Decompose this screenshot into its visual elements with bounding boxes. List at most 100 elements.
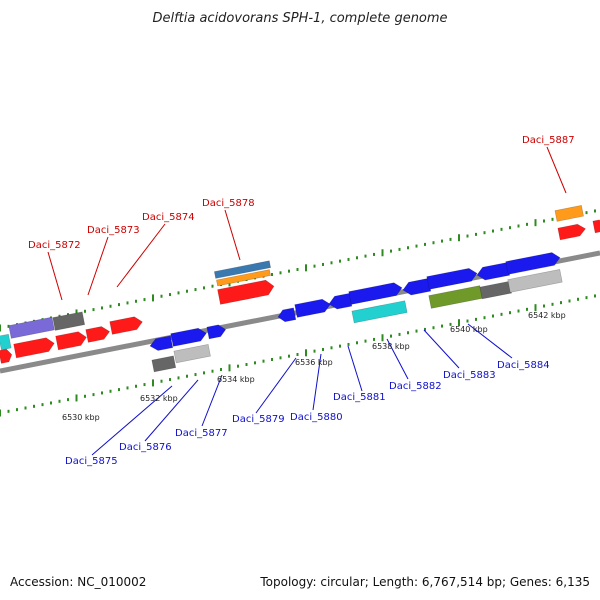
gene-blue-d[interactable] <box>277 307 297 323</box>
gene-red-h[interactable] <box>592 219 600 234</box>
bottom-row-tick <box>41 403 44 407</box>
leader-line-9 <box>312 353 322 411</box>
scale-label-6536: 6536 kbp <box>295 358 333 367</box>
bottom-row-tick <box>424 327 426 331</box>
bottom-row-tick <box>415 329 418 333</box>
gene-blue-g[interactable] <box>348 281 404 305</box>
top-row-tick <box>143 298 146 302</box>
bottom-row-tick <box>84 394 86 398</box>
gene-label-daci-5887[interactable]: Daci_5887 <box>522 135 575 146</box>
gene-orange-2[interactable] <box>554 205 584 222</box>
top-row-tick <box>551 217 554 221</box>
gene-label-daci-5879[interactable]: Daci_5879 <box>232 414 285 425</box>
gene-dark-gray-2[interactable] <box>151 355 177 373</box>
gene-label-daci-5878[interactable]: Daci_5878 <box>202 198 255 209</box>
bottom-row-tick <box>313 349 316 353</box>
gene-blue-k[interactable] <box>505 251 561 275</box>
top-row-tick <box>398 247 401 251</box>
gene-blue-c[interactable] <box>206 324 227 340</box>
bottom-row-tick <box>373 337 375 341</box>
bottom-row-tick <box>169 378 171 382</box>
gene-label-daci-5874[interactable]: Daci_5874 <box>142 212 195 223</box>
gene-label-daci-5872[interactable]: Daci_5872 <box>28 240 81 251</box>
gene-blue-f[interactable] <box>328 293 353 310</box>
bottom-row-tick <box>594 294 596 298</box>
top-row-tick <box>441 239 443 243</box>
gene-red-g[interactable] <box>557 223 587 241</box>
leader-line-8 <box>255 357 297 414</box>
top-row-tick <box>424 242 426 246</box>
gene-label-daci-5883[interactable]: Daci_5883 <box>443 370 496 381</box>
gene-label-daci-5876[interactable]: Daci_5876 <box>119 442 172 453</box>
gene-label-daci-5877[interactable]: Daci_5877 <box>175 428 228 439</box>
scale-label-6542: 6542 kbp <box>528 311 566 320</box>
gene-cyan-left[interactable] <box>0 333 12 351</box>
top-row-tick <box>177 291 180 295</box>
top-row-tick <box>373 252 375 256</box>
bottom-row-tick <box>543 304 545 308</box>
gene-blue-j[interactable] <box>476 262 511 281</box>
top-row-tick <box>517 224 520 228</box>
bottom-row-tick <box>347 342 350 346</box>
top-row-tick <box>458 234 460 242</box>
gene-red-d[interactable] <box>85 325 111 343</box>
gene-orange-1[interactable] <box>216 269 271 287</box>
bottom-row-tick <box>177 376 180 380</box>
gene-steel[interactable] <box>213 260 271 279</box>
gene-label-daci-5884[interactable]: Daci_5884 <box>497 360 550 371</box>
gene-red-c[interactable] <box>55 330 88 351</box>
gene-red-f[interactable] <box>217 279 276 305</box>
scale-label-6538: 6538 kbp <box>372 342 410 351</box>
gene-blue-e[interactable] <box>294 298 332 318</box>
gene-blue-i[interactable] <box>426 267 479 290</box>
bottom-row-tick <box>262 359 265 363</box>
top-row-tick <box>415 244 418 248</box>
bottom-row-tick <box>279 356 282 360</box>
bottom-row-tick <box>211 369 214 373</box>
top-row-tick <box>92 308 95 312</box>
gene-blue-a[interactable] <box>149 335 174 352</box>
gene-light-gray-1[interactable] <box>173 344 211 364</box>
top-row-tick <box>534 219 537 227</box>
gene-label-daci-5873[interactable]: Daci_5873 <box>87 225 140 236</box>
gene-light-gray-2[interactable] <box>507 269 563 293</box>
gene-red-b[interactable] <box>13 336 56 359</box>
bottom-row-tick <box>339 344 341 348</box>
accession-text: Accession: NC_010002 <box>10 575 146 589</box>
gene-cyan-right[interactable] <box>351 300 408 324</box>
leader-line-12 <box>423 329 460 369</box>
bottom-row-tick <box>254 361 256 365</box>
gene-label-daci-5875[interactable]: Daci_5875 <box>65 456 118 467</box>
scale-label-6532: 6532 kbp <box>140 394 178 403</box>
top-row-tick <box>466 234 469 238</box>
top-row-tick <box>305 264 307 272</box>
gene-red-e[interactable] <box>109 315 144 335</box>
scale-labels: 6530 kbp 6532 kbp 6534 kbp 6536 kbp 6538… <box>62 311 566 422</box>
leader-line-3 <box>224 209 241 261</box>
bottom-row-tick <box>0 409 1 417</box>
scale-label-6534: 6534 kbp <box>217 375 255 384</box>
top-row-tick <box>500 227 503 231</box>
gene-red-a[interactable] <box>0 348 13 364</box>
top-row-tick <box>432 241 435 245</box>
gene-label-daci-5880[interactable]: Daci_5880 <box>290 412 343 423</box>
top-row-tick <box>347 257 350 261</box>
bottom-row-tick <box>492 314 494 318</box>
top-row-tick <box>313 264 316 268</box>
top-row-tick <box>152 294 154 302</box>
bottom-row-tick <box>228 364 231 372</box>
gene-blue-b[interactable] <box>170 327 208 347</box>
gene-label-daci-5881[interactable]: Daci_5881 <box>333 392 386 403</box>
gene-dark-gray-3[interactable] <box>479 280 512 300</box>
gene-dark-gray-1[interactable] <box>52 311 86 331</box>
bottom-row-tick <box>186 374 188 378</box>
bottom-row-tick <box>534 304 537 312</box>
bottom-row-tick <box>203 371 205 375</box>
gene-blue-h[interactable] <box>402 278 432 296</box>
gene-olive[interactable] <box>428 285 483 309</box>
bottom-row-tick <box>407 331 409 335</box>
gene-purple[interactable] <box>8 316 55 339</box>
bottom-row-tick <box>118 388 120 392</box>
top-row-tick <box>109 304 112 308</box>
gene-label-daci-5882[interactable]: Daci_5882 <box>389 381 442 392</box>
